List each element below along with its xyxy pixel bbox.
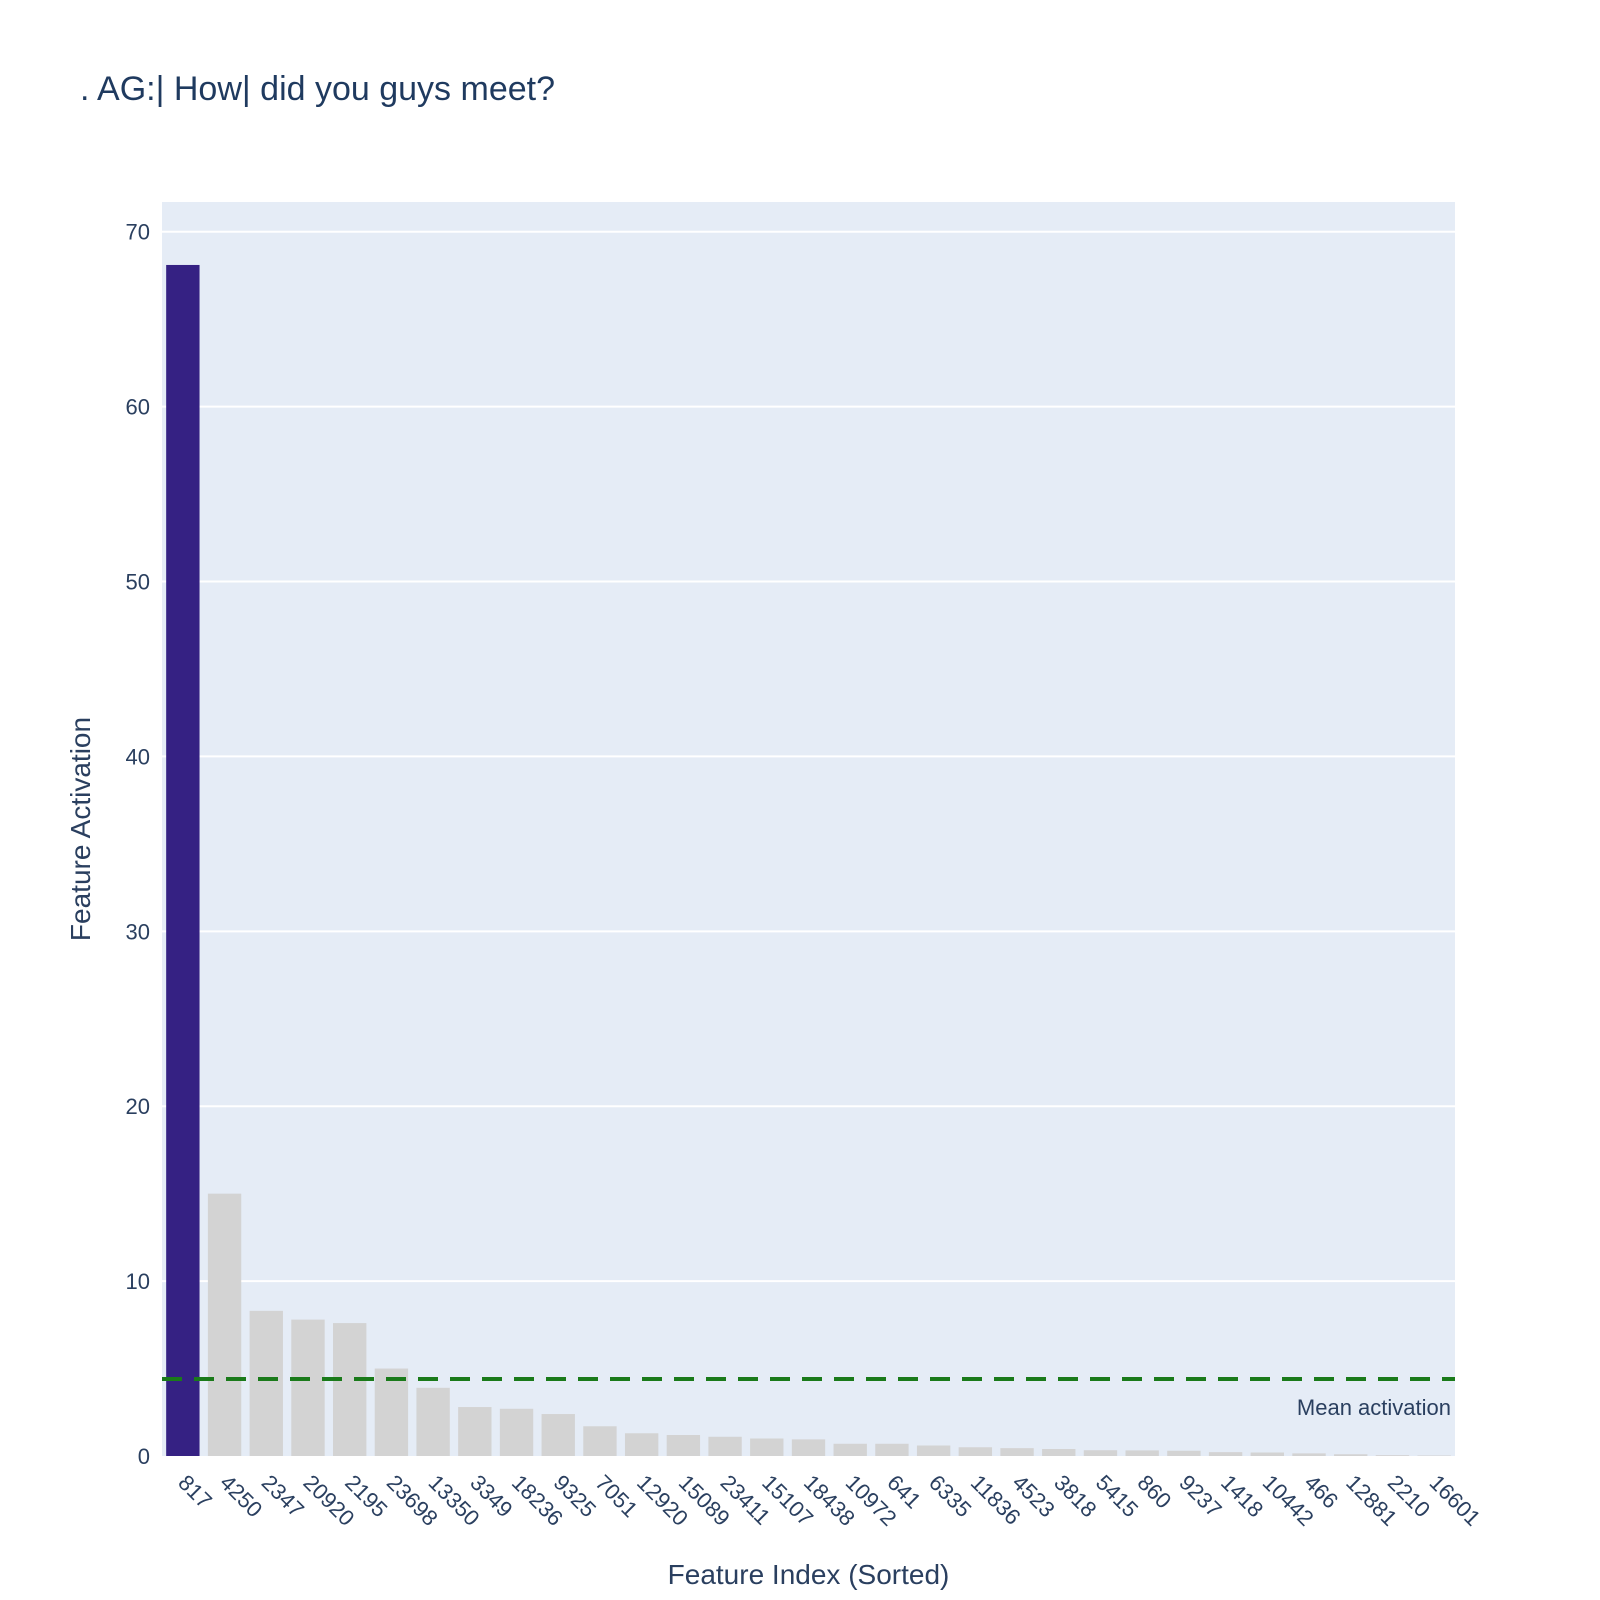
bar-10972: [833, 1443, 867, 1456]
bar-3349: [458, 1407, 492, 1456]
x-tick-label: 6335: [924, 1470, 976, 1522]
bar-7051: [583, 1426, 617, 1456]
y-axis-title: Feature Activation: [65, 717, 96, 941]
bar-23698: [374, 1368, 409, 1456]
bar-2195: [333, 1323, 367, 1456]
bar-466: [1292, 1453, 1326, 1456]
mean-activation-label: Mean activation: [1297, 1395, 1451, 1420]
bar-13350: [416, 1387, 450, 1456]
bar-9325: [541, 1414, 575, 1456]
bar-11836: [958, 1447, 993, 1456]
bar-10442: [1250, 1452, 1284, 1456]
y-tick-label: 0: [138, 1444, 150, 1469]
bar-16601: [1417, 1455, 1451, 1456]
bar-15107: [750, 1438, 784, 1456]
gridlines: [162, 230, 1455, 1283]
bar-18438: [791, 1439, 826, 1456]
y-axis-ticks: 0 10 20 30 40 50 60 70: [126, 220, 150, 1469]
bar-15089: [666, 1435, 701, 1456]
x-tick-label: 7051: [590, 1470, 642, 1522]
bar-23411: [708, 1436, 742, 1456]
x-tick-label: 16601: [1425, 1470, 1486, 1531]
x-axis-ticks: 8174250234720920219523698133503349182369…: [173, 1470, 1485, 1531]
x-tick-label: 4250: [215, 1470, 267, 1522]
bar-641: [875, 1443, 909, 1456]
x-tick-label: 9237: [1174, 1470, 1226, 1522]
x-tick-label: 2347: [257, 1470, 309, 1522]
bar-5415: [1083, 1450, 1118, 1456]
x-axis-title: Feature Index (Sorted): [668, 1559, 950, 1590]
bar-1418: [1208, 1452, 1243, 1456]
bar-4523: [1000, 1448, 1034, 1456]
bar-2347: [249, 1310, 283, 1456]
bar-12881: [1334, 1454, 1368, 1456]
y-tick-label: 40: [126, 744, 150, 769]
bar-4250: [207, 1193, 242, 1456]
x-tick-label: 5415: [1091, 1470, 1143, 1522]
bar-3818: [1042, 1449, 1076, 1456]
bar-860: [1125, 1450, 1159, 1456]
chart-title: . AG:| How| did you guys meet?: [80, 70, 555, 108]
bar-6335: [916, 1445, 951, 1456]
bar-817: [166, 264, 200, 1456]
bar-12920: [624, 1433, 659, 1456]
bar-2210: [1375, 1455, 1410, 1456]
bars: [166, 264, 1451, 1456]
x-tick-label: 817: [173, 1470, 217, 1514]
y-tick-label: 50: [126, 570, 150, 595]
plot-area: [162, 202, 1455, 1456]
y-tick-label: 30: [126, 919, 150, 944]
bar-20920: [291, 1319, 325, 1456]
y-tick-label: 60: [126, 395, 150, 420]
y-tick-label: 70: [126, 220, 150, 245]
bar-9237: [1167, 1450, 1201, 1456]
bar-18236: [499, 1408, 534, 1456]
y-tick-label: 20: [126, 1094, 150, 1119]
x-tick-label: 1418: [1216, 1470, 1268, 1522]
x-tick-label: 3818: [1049, 1470, 1101, 1522]
y-tick-label: 10: [126, 1269, 150, 1294]
